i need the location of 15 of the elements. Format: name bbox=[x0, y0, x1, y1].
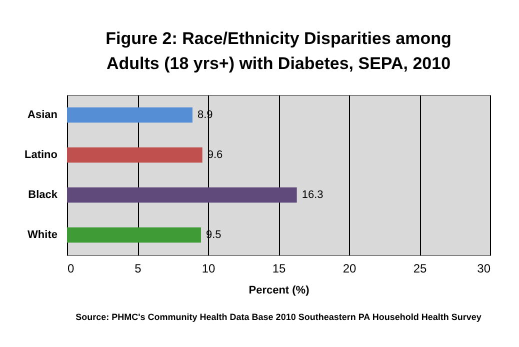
x-tick-label: 30 bbox=[477, 262, 491, 276]
x-tick-label: 20 bbox=[342, 262, 356, 276]
source-note: Source: PHMC's Community Health Data Base 2010 Southeastern PA Household Health Survey bbox=[76, 312, 482, 322]
y-tick-label: Asian bbox=[28, 109, 58, 121]
x-tick-label: 15 bbox=[272, 262, 286, 276]
y-tick-label: White bbox=[28, 229, 58, 241]
y-tick-label: Black bbox=[28, 189, 58, 201]
chart-title: Figure 2: Race/Ethnicity Disparities among Adults (18 yrs+) with Diabetes, SEPA, 2010 bbox=[106, 29, 452, 73]
x-tick-label: 5 bbox=[134, 262, 142, 276]
x-tick-label: 0 bbox=[68, 262, 74, 276]
data-label: 16.3 bbox=[302, 189, 324, 201]
x-tick-label: 25 bbox=[413, 262, 427, 276]
y-tick-label: Latino bbox=[24, 149, 58, 161]
x-axis-title: Percent (%) bbox=[248, 284, 310, 296]
x-tick-label: 10 bbox=[202, 262, 216, 276]
